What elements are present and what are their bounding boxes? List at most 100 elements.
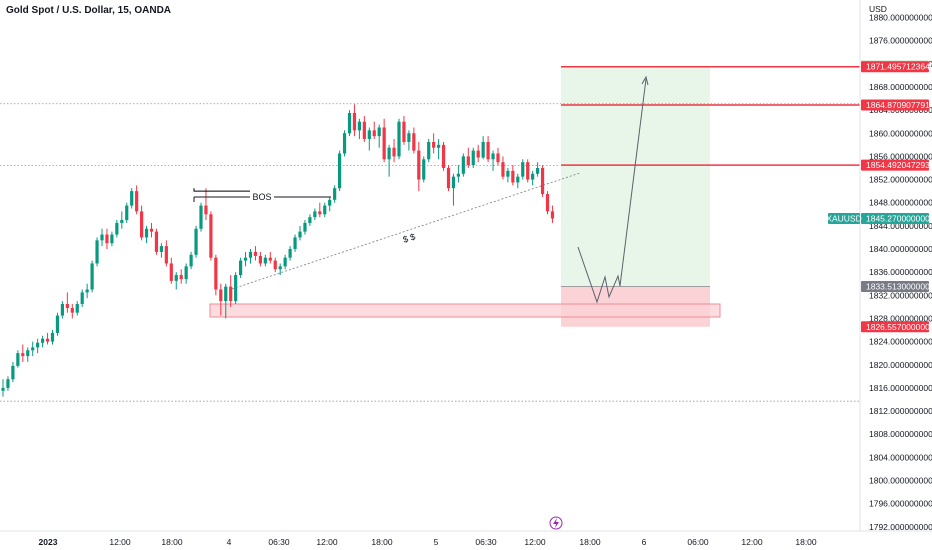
candle-body[interactable] (248, 251, 253, 258)
candle-body[interactable] (417, 150, 421, 180)
candle-body[interactable] (16, 353, 20, 366)
candle-body[interactable] (511, 170, 515, 183)
candle-body[interactable] (328, 199, 332, 206)
candle-body[interactable] (461, 156, 465, 174)
candle-body[interactable] (50, 332, 55, 342)
candle-body[interactable] (189, 254, 193, 267)
candle-body[interactable] (441, 144, 446, 168)
candle-body[interactable] (85, 289, 89, 293)
candle-body[interactable] (169, 263, 173, 281)
candle-body[interactable] (446, 167, 451, 189)
candle-body[interactable] (491, 153, 495, 160)
candle-body[interactable] (308, 217, 312, 223)
candle-body[interactable] (219, 289, 223, 302)
candle-body[interactable] (521, 162, 525, 177)
candle-body[interactable] (229, 286, 233, 302)
candle-body[interactable] (75, 303, 79, 313)
candle-body[interactable] (298, 231, 302, 238)
candle-body[interactable] (397, 121, 401, 157)
candle-body[interactable] (164, 246, 168, 264)
candle-body[interactable] (392, 147, 396, 157)
candle-body[interactable] (338, 153, 342, 189)
candle-body[interactable] (402, 121, 406, 142)
candle-body[interactable] (283, 257, 287, 267)
candle-body[interactable] (540, 167, 545, 195)
candle-body[interactable] (36, 342, 40, 348)
candle-body[interactable] (471, 150, 475, 166)
candle-body[interactable] (466, 156, 470, 166)
bos-line-left[interactable] (193, 188, 250, 192)
candle-body[interactable] (11, 365, 15, 380)
candle-body[interactable] (501, 162, 505, 177)
candle-body[interactable] (352, 112, 357, 131)
candle-body[interactable] (263, 257, 267, 264)
candle-body[interactable] (135, 191, 139, 212)
candle-body[interactable] (234, 275, 238, 302)
projection-path[interactable] (577, 78, 647, 304)
candle-body[interactable] (367, 130, 371, 140)
candle-body[interactable] (526, 162, 530, 180)
candle-body[interactable] (313, 211, 317, 218)
candle-body[interactable] (347, 112, 352, 134)
candle-body[interactable] (90, 263, 94, 290)
candle-body[interactable] (31, 347, 35, 351)
candle-body[interactable] (407, 133, 411, 142)
candle-body[interactable] (318, 211, 322, 215)
candle-body[interactable] (70, 308, 74, 313)
profit-zone[interactable] (561, 66, 710, 287)
candle-body[interactable] (437, 144, 441, 148)
candle-body[interactable] (130, 191, 134, 206)
candle-body[interactable] (149, 228, 154, 232)
candle-body[interactable] (110, 234, 114, 244)
candle-body[interactable] (125, 205, 129, 221)
candle-body[interactable] (357, 121, 361, 131)
candle-body[interactable] (45, 338, 50, 342)
candle-body[interactable] (382, 127, 386, 160)
candle-body[interactable] (451, 176, 456, 189)
candle-body[interactable] (184, 266, 188, 280)
candle-body[interactable] (140, 211, 144, 238)
candle-body[interactable] (6, 379, 10, 388)
candle-body[interactable] (362, 121, 366, 140)
candle-body[interactable] (199, 205, 203, 229)
candle-body[interactable] (209, 214, 213, 258)
candle-body[interactable] (278, 266, 282, 270)
candle-body[interactable] (239, 260, 243, 276)
candle-body[interactable] (531, 173, 535, 180)
candle-body[interactable] (224, 286, 228, 302)
candle-body[interactable] (1, 387, 5, 391)
candle-body[interactable] (377, 127, 381, 137)
candle-body[interactable] (273, 260, 277, 270)
candle-body[interactable] (506, 170, 510, 177)
candle-body[interactable] (154, 231, 159, 252)
candle-body[interactable] (293, 237, 297, 249)
candle-body[interactable] (144, 228, 149, 238)
candle-body[interactable] (105, 234, 109, 244)
candle-body[interactable] (159, 246, 163, 252)
candle-body[interactable] (41, 338, 45, 343)
candle-body[interactable] (80, 292, 84, 304)
candle-body[interactable] (268, 257, 272, 261)
candle-body[interactable] (65, 303, 69, 309)
candle-body[interactable] (333, 188, 337, 200)
candle-body[interactable] (387, 147, 391, 160)
candle-body[interactable] (115, 222, 119, 235)
demand-zone[interactable] (209, 303, 721, 318)
candle-body[interactable] (258, 255, 262, 264)
candle-body[interactable] (214, 257, 218, 290)
candle-body[interactable] (516, 176, 520, 183)
candle-body[interactable] (26, 350, 30, 357)
candle-body[interactable] (60, 303, 64, 316)
candle-body[interactable] (55, 315, 60, 333)
candle-body[interactable] (427, 141, 431, 160)
candle-body[interactable] (204, 205, 208, 215)
candle-body[interactable] (486, 141, 490, 160)
candle-body[interactable] (536, 167, 540, 174)
candle-body[interactable] (496, 153, 500, 163)
candle-body[interactable] (194, 228, 198, 255)
candle-body[interactable] (174, 275, 178, 281)
liquidity-trendline[interactable] (231, 172, 581, 290)
candle-body[interactable] (120, 220, 124, 223)
candle-body[interactable] (412, 133, 416, 151)
